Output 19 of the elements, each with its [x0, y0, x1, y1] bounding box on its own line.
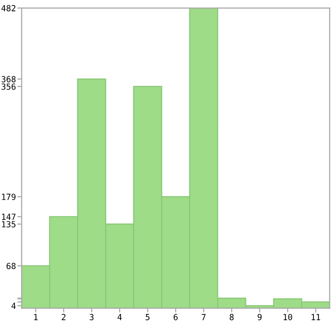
x-tick-label: 2: [62, 314, 66, 320]
x-tick-label: 3: [90, 314, 94, 320]
y-tick-label: 368: [2, 76, 16, 82]
y-tick-label: 135: [2, 221, 16, 228]
y-tick-label: 356: [2, 83, 16, 90]
y-tick-label: 4: [11, 302, 16, 309]
y-tick-label: 179: [2, 194, 16, 200]
x-tick-label: 11: [312, 314, 320, 320]
x-tick-label: 8: [230, 314, 234, 320]
x-tick-label: 1: [34, 314, 38, 320]
x-tick-label: 5: [146, 314, 150, 320]
y-tick-label: 482: [1, 5, 16, 12]
y-tick-label: 147: [2, 214, 16, 220]
x-tick-label: 7: [202, 314, 206, 320]
x-tick-label: 9: [258, 314, 262, 320]
x-tick-label: 6: [174, 314, 178, 320]
y-tick-label: 68: [6, 262, 16, 270]
x-tick-label: 10: [284, 314, 292, 320]
x-tick-label: 4: [118, 314, 122, 320]
